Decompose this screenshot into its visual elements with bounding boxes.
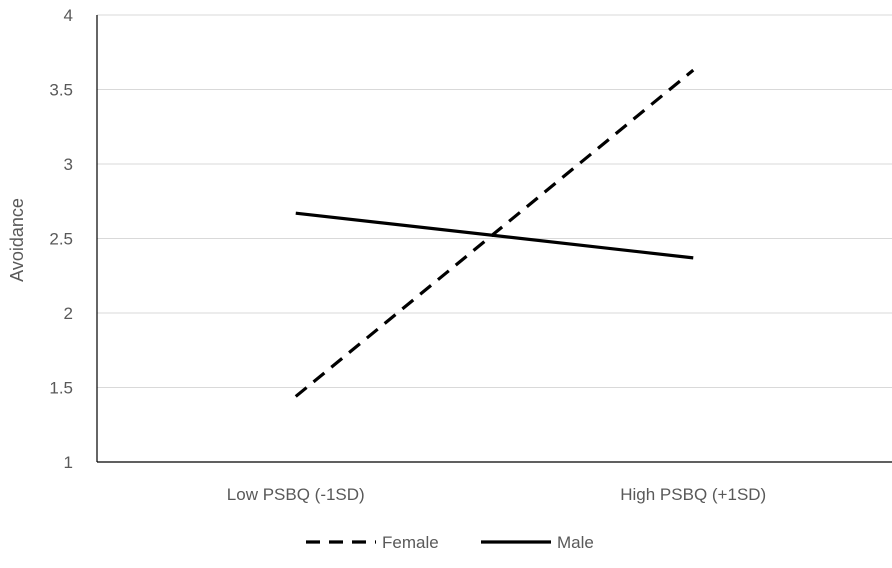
- x-tick-labels: Low PSBQ (-1SD) High PSBQ (+1SD): [227, 485, 766, 504]
- legend-item-female: Female: [306, 533, 439, 552]
- x-tick-label: High PSBQ (+1SD): [620, 485, 766, 504]
- y-tick-labels: 1 1.5 2 2.5 3 3.5 4: [49, 6, 73, 472]
- x-tick-label: Low PSBQ (-1SD): [227, 485, 365, 504]
- y-tick-label: 3.5: [49, 81, 73, 100]
- y-tick-label: 2.5: [49, 230, 73, 249]
- series-line-female: [294, 68, 695, 398]
- axes: [96, 15, 892, 463]
- gridlines: [97, 14, 892, 388]
- legend-label: Male: [557, 533, 594, 552]
- y-axis-label: Avoidance: [7, 198, 27, 282]
- y-tick-label: 2: [64, 304, 73, 323]
- y-tick-label: 1.5: [49, 379, 73, 398]
- y-tick-label: 3: [64, 155, 73, 174]
- series-lines: [294, 68, 695, 398]
- y-tick-label: 1: [64, 453, 73, 472]
- y-tick-label: 4: [64, 6, 73, 25]
- series-line-male: [295, 211, 694, 260]
- legend-label: Female: [382, 533, 439, 552]
- legend-item-male: Male: [481, 533, 594, 552]
- legend: Female Male: [306, 533, 594, 552]
